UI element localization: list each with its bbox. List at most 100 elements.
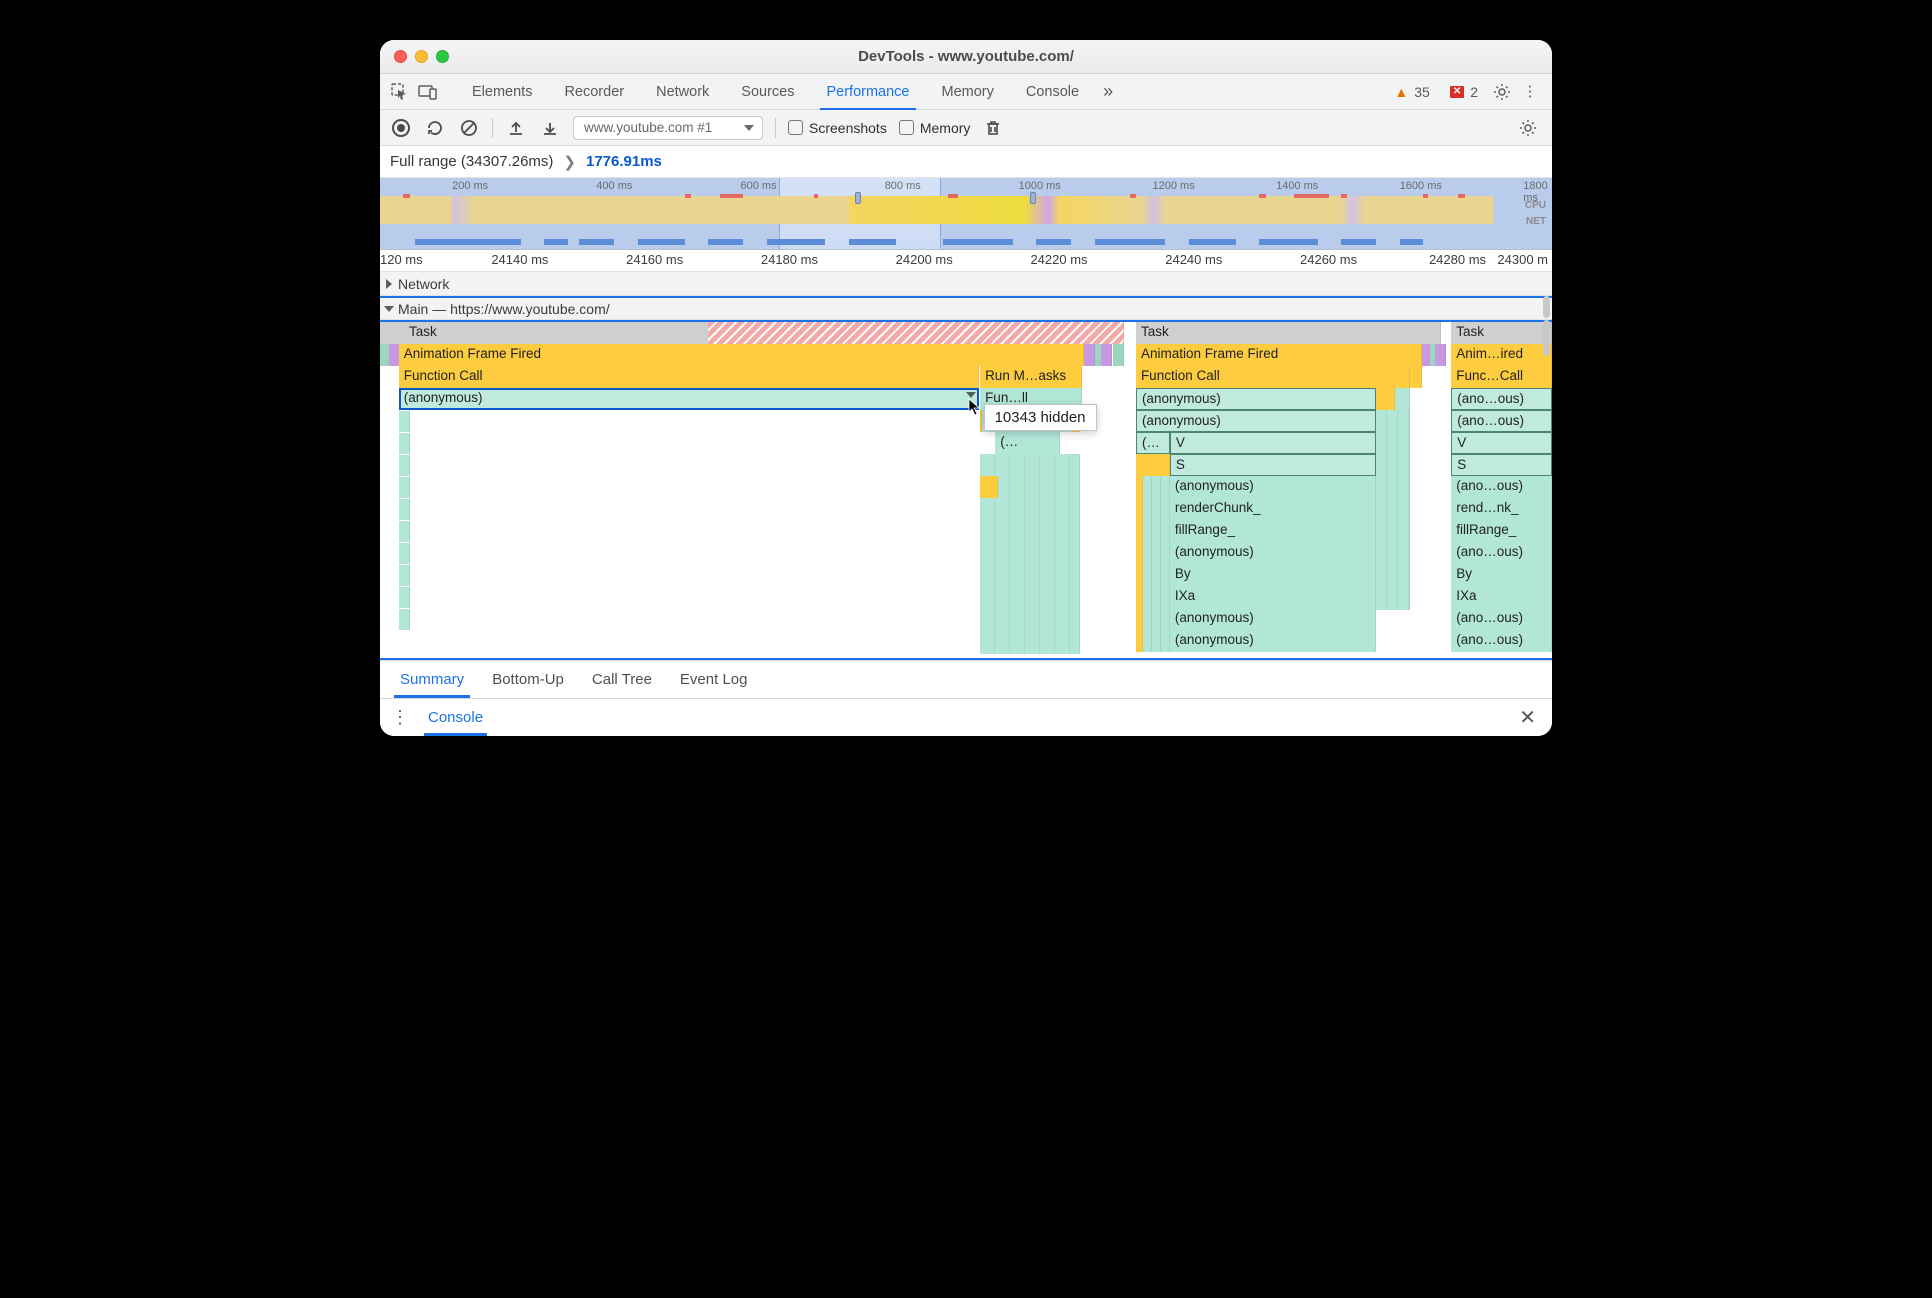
flame-entry[interactable]: (anonymous) [1170,630,1376,652]
main-track-label: Main — https://www.youtube.com/ [398,301,610,317]
flame-entry[interactable]: (ano…ous) [1451,608,1552,630]
ruler-tick: 24180 ms [761,252,818,267]
memory-checkbox[interactable]: Memory [899,120,971,136]
flame-entry[interactable]: IXa [1170,586,1376,608]
flame-entry[interactable]: (ano…ous) [1451,542,1552,564]
tab-sources[interactable]: Sources [725,74,810,109]
flame-entry[interactable]: fillRange_ [1170,520,1376,542]
drawer-menu-icon[interactable]: ⋮ [388,707,412,728]
tab-event-log[interactable]: Event Log [666,661,762,698]
clear-icon[interactable] [458,117,480,139]
screenshots-label: Screenshots [809,120,887,136]
flame-animation-frame[interactable]: Animation Frame Fired [1136,344,1422,366]
flame-entry[interactable]: (anonymous) [1136,410,1376,432]
overview-tick: 1600 ms [1400,180,1442,192]
tracks-container: Network Main — https://www.youtube.com/ … [380,272,1552,660]
ruler-tick: 24240 ms [1165,252,1222,267]
mouse-cursor-icon [968,398,982,416]
settings-icon[interactable] [1488,83,1516,101]
flame-subtree [1143,476,1170,652]
flame-animation-frame[interactable]: Animation Frame Fired [399,344,1085,366]
range-selected[interactable]: 1776.91ms [586,153,662,170]
ruler-tick: 24260 ms [1300,252,1357,267]
overview-tick: 600 ms [741,180,777,192]
flame-function-call[interactable]: Func…Call [1451,366,1552,388]
flame-entry[interactable]: (… [1136,432,1170,454]
tab-summary[interactable]: Summary [386,661,478,698]
collapse-triangle-icon [384,306,394,312]
download-profile-icon[interactable] [539,117,561,139]
flame-entry[interactable]: fillRange_ [1451,520,1552,542]
overview-tick: 1000 ms [1019,180,1061,192]
flame-entry[interactable]: S [1170,454,1376,476]
flame-animation-frame[interactable]: Anim…ired [1451,344,1552,366]
range-handle-left[interactable] [855,192,861,204]
range-breadcrumb: Full range (34307.26ms) ❯ 1776.91ms [380,146,1552,178]
flame-function-call[interactable]: Function Call [399,366,979,388]
overview-timeline[interactable]: 200 ms400 ms600 ms800 ms1000 ms1200 ms14… [380,178,1552,250]
flame-task[interactable]: Task [1136,322,1441,344]
tab-bottom-up[interactable]: Bottom-Up [478,661,578,698]
inspect-element-icon[interactable] [388,80,412,104]
ruler-tick: 24300 m [1497,252,1548,267]
flame-entry[interactable]: (ano…ous) [1451,410,1552,432]
more-tabs-icon[interactable]: » [1095,81,1121,102]
flame-entry[interactable]: renderChunk_ [1170,498,1376,520]
drawer-tab-console[interactable]: Console [420,699,491,736]
ruler-tick: 24140 ms [491,252,548,267]
flame-entry[interactable]: By [1170,564,1376,586]
scrollbar[interactable] [1543,296,1550,318]
reload-record-icon[interactable] [424,117,446,139]
scrollbar[interactable] [1543,320,1550,356]
flame-anonymous-selected[interactable]: (anonymous) [399,388,979,410]
range-handle-right[interactable] [1030,192,1036,204]
flame-entry[interactable]: IXa [1451,586,1552,608]
flame-entry[interactable]: (ano…ous) [1451,630,1552,652]
expand-triangle-icon [386,279,392,289]
tab-console[interactable]: Console [1010,74,1095,109]
screenshots-checkbox[interactable]: Screenshots [788,120,887,136]
flame-chart[interactable]: Task Animation Frame Fired Function Call… [380,320,1552,660]
errors-badge[interactable]: ✕2 [1440,74,1488,109]
detail-ruler[interactable]: 120 ms24140 ms24160 ms24180 ms24200 ms24… [380,250,1552,272]
chevron-right-icon: ❯ [563,153,576,171]
flame-entry[interactable]: rend…nk_ [1451,498,1552,520]
main-track-header[interactable]: Main — https://www.youtube.com/ [380,296,1552,320]
tab-performance[interactable]: Performance [810,74,925,109]
flame-entry[interactable]: (ano…ous) [1451,476,1552,498]
tab-call-tree[interactable]: Call Tree [578,661,666,698]
flame-entry[interactable]: V [1170,432,1376,454]
close-drawer-icon[interactable]: ✕ [1511,705,1544,730]
range-full[interactable]: Full range (34307.26ms) [390,153,553,170]
tab-recorder[interactable]: Recorder [548,74,640,109]
kebab-menu-icon[interactable]: ⋮ [1516,84,1544,100]
flame-entry[interactable]: By [1451,564,1552,586]
tab-memory[interactable]: Memory [926,74,1010,109]
network-track-header[interactable]: Network [380,272,1552,296]
flame-entry[interactable]: (… [995,432,1059,454]
tab-network[interactable]: Network [640,74,725,109]
upload-profile-icon[interactable] [505,117,527,139]
flame-entry[interactable]: (anonymous) [1170,608,1376,630]
hidden-count-tooltip: 10343 hidden [984,404,1097,431]
flame-task[interactable]: Task [1451,322,1552,344]
flame-entry[interactable]: (anonymous) [1136,388,1376,410]
flame-entry[interactable]: (anonymous) [1170,476,1376,498]
devtools-window: DevTools - www.youtube.com/ Elements Rec… [380,40,1552,736]
tab-elements[interactable]: Elements [456,74,548,109]
record-button[interactable] [390,117,412,139]
flame-run-microtasks[interactable]: Run M…asks [980,366,1082,388]
flame-entry[interactable]: (ano…ous) [1451,388,1552,410]
garbage-collect-icon[interactable] [982,117,1004,139]
profile-select[interactable]: www.youtube.com #1 [573,116,763,140]
capture-settings-icon[interactable] [1514,119,1542,137]
flame-entry[interactable]: S [1451,454,1552,476]
flame-entry[interactable]: V [1451,432,1552,454]
flame-label: Task [385,324,437,339]
warnings-badge[interactable]: ▲35 [1384,74,1439,109]
device-toolbar-icon[interactable] [416,80,440,104]
flame-function-call[interactable]: Function Call [1136,366,1410,388]
flame-entry[interactable]: (anonymous) [1170,542,1376,564]
flame-sliver [1435,344,1446,366]
drawer: ⋮ Console ✕ [380,698,1552,736]
